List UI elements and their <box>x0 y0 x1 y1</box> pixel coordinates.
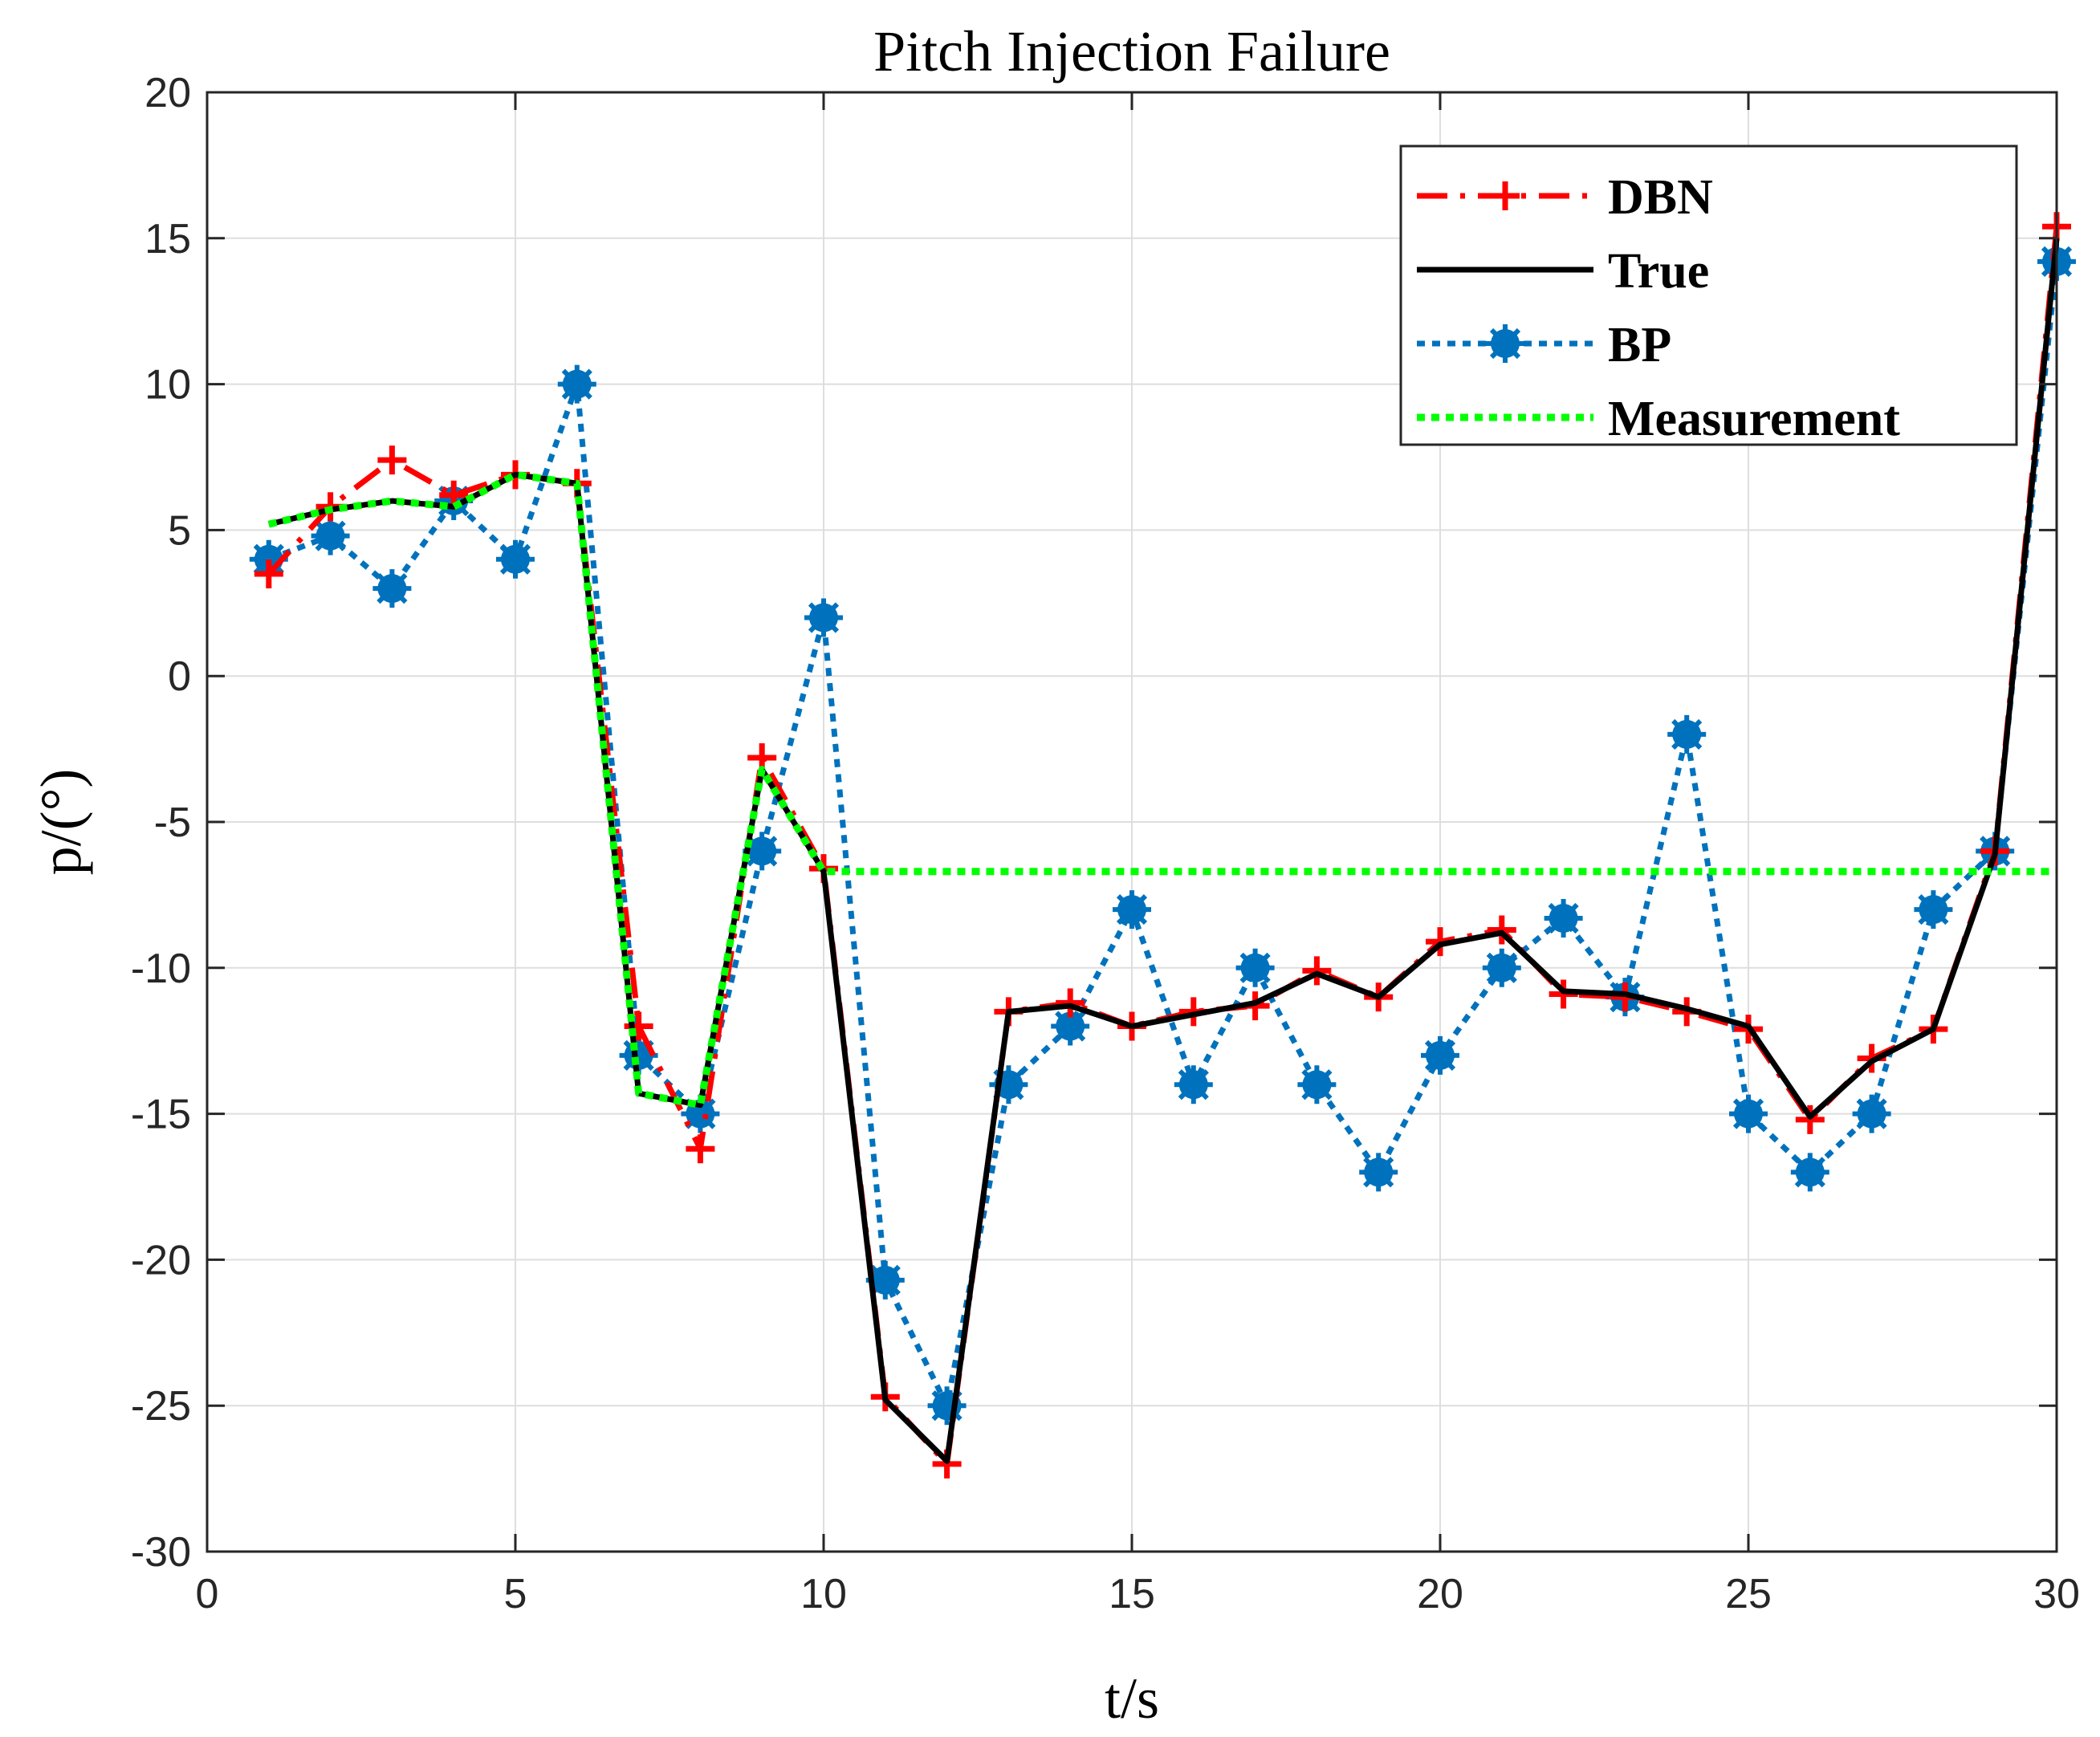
data-point-bp-spoke <box>808 602 840 633</box>
y-axis-label: p/(°) <box>29 769 93 876</box>
data-point-bp <box>1235 948 1275 987</box>
y-tick-label: -15 <box>131 1092 191 1138</box>
y-tick-label: 20 <box>144 70 191 116</box>
data-point-bp-spoke <box>1301 1069 1333 1100</box>
x-tick-label: 15 <box>1109 1571 1155 1617</box>
x-tick-label: 20 <box>1417 1571 1463 1617</box>
x-tick-label: 0 <box>196 1571 219 1617</box>
series-line-bp <box>267 261 2060 1409</box>
data-point-bp <box>927 1386 967 1426</box>
data-point-bp-spoke <box>1424 1039 1456 1071</box>
x-axis-label: t/s <box>1105 1666 1159 1731</box>
legend-item-measurement: Measurement <box>1417 392 1900 446</box>
legend-label-dbn: DBN <box>1608 170 1713 225</box>
data-point-bp <box>496 539 535 579</box>
y-tick-label: -5 <box>154 799 191 846</box>
data-point-bp-spoke <box>253 543 284 575</box>
data-point-bp <box>1729 1094 1768 1133</box>
data-point-bp-spoke <box>1055 1011 1086 1042</box>
x-tick-label: 30 <box>2033 1571 2080 1617</box>
legend: DBN True BP Measurement <box>1399 144 2018 446</box>
data-point-bp <box>1174 1065 1213 1104</box>
legend-label-measurement: Measurement <box>1608 392 1900 446</box>
data-point-bp-spoke <box>869 1264 901 1296</box>
legend-marker-bp-spoke <box>1489 327 1521 360</box>
data-point-bp-spoke <box>1548 902 1579 934</box>
legend-label-true: True <box>1608 244 1709 299</box>
data-point-bp <box>1359 1153 1398 1192</box>
data-point-bp <box>557 364 596 404</box>
legend-item-bp: BP <box>1417 318 1671 372</box>
data-point-bp-spoke <box>1794 1157 1825 1188</box>
data-point-bp <box>1421 1035 1459 1075</box>
legend-item-dbn: DBN <box>1417 170 1713 225</box>
legend-label-bp: BP <box>1608 318 1671 372</box>
data-point-bp <box>1482 948 1521 987</box>
data-point-bp-spoke <box>1918 893 1949 925</box>
y-tick-label: -30 <box>131 1529 191 1576</box>
data-point-bp <box>1667 714 1707 754</box>
legend-marker-bp <box>1486 324 1524 363</box>
legend-item-true: True <box>1417 244 1709 299</box>
series-measurement <box>267 470 2057 1109</box>
series-line-measurement <box>267 470 2057 1109</box>
data-point-bp <box>989 1065 1028 1104</box>
x-tick-label: 25 <box>1725 1571 1772 1617</box>
data-point-bp <box>1790 1153 1829 1192</box>
data-point-bp <box>865 1260 905 1300</box>
chart-title: Pitch Injection Failure <box>873 19 1390 83</box>
series-group <box>249 212 2076 1479</box>
data-point-bp <box>372 569 412 608</box>
y-tick-label: -20 <box>131 1237 191 1283</box>
axis-ticks: 0 5 10 15 20 25 30 -30 -25 -20 -15 -10 -5 0 5 10 15 20 <box>131 70 2080 1617</box>
data-point-bp-spoke <box>376 573 408 604</box>
data-point-bp-spoke <box>747 836 778 867</box>
data-point-bp-spoke <box>1363 1157 1394 1188</box>
data-point-bp <box>1297 1065 1337 1104</box>
data-point-bp-spoke <box>1178 1069 1209 1100</box>
y-tick-label: 15 <box>144 216 191 262</box>
y-tick-label: -10 <box>131 946 191 992</box>
data-point-bp-spoke <box>1732 1098 1764 1129</box>
y-tick-label: -25 <box>131 1383 191 1430</box>
x-tick-label: 5 <box>504 1571 527 1617</box>
data-point-bp-spoke <box>499 543 531 575</box>
data-point-bp-spoke <box>1856 1098 1887 1129</box>
data-point-bp <box>1544 898 1583 938</box>
data-point-bp-spoke <box>685 1098 716 1129</box>
data-point-bp-spoke <box>1486 952 1517 983</box>
y-tick-label: 5 <box>168 507 191 554</box>
x-tick-label: 10 <box>800 1571 847 1617</box>
data-point-bp <box>311 516 350 555</box>
data-point-bp-spoke <box>1671 718 1703 751</box>
data-point-bp-spoke <box>1116 893 1148 925</box>
data-point-bp <box>1113 890 1151 930</box>
data-point-bp-spoke <box>1239 952 1271 983</box>
data-point-bp <box>1914 890 1953 930</box>
y-tick-label: 0 <box>168 653 191 700</box>
data-point-bp-spoke <box>315 520 346 551</box>
data-point-bp <box>804 598 843 637</box>
data-point-bp <box>1852 1094 1891 1133</box>
data-point-bp <box>1051 1007 1090 1046</box>
data-point-bp-spoke <box>561 368 592 400</box>
y-tick-label: 10 <box>144 362 191 409</box>
